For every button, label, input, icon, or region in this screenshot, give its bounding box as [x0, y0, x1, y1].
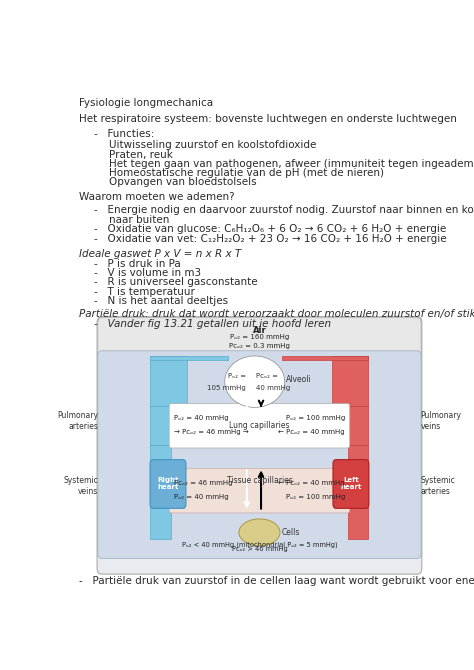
FancyBboxPatch shape [150, 460, 186, 509]
Polygon shape [150, 356, 187, 406]
Text: ← Pᴄₒ₂ = 40 mmHg: ← Pᴄₒ₂ = 40 mmHg [278, 429, 345, 435]
Text: Homeostatische regulatie van de pH (met de nieren): Homeostatische regulatie van de pH (met … [109, 168, 384, 178]
Text: Pₒ₂ =: Pₒ₂ = [228, 373, 246, 379]
Text: Pₒ₂ = 100 mmHg: Pₒ₂ = 100 mmHg [285, 415, 345, 421]
Text: -   Oxidatie van glucose: C₆H₁₂O₆ + 6 O₂ → 6 CO₂ + 6 H₂O + energie: - Oxidatie van glucose: C₆H₁₂O₆ + 6 O₂ →… [94, 224, 447, 234]
FancyBboxPatch shape [98, 351, 421, 558]
Text: Tissue capillaries: Tissue capillaries [227, 476, 292, 486]
Polygon shape [348, 471, 368, 539]
Text: Fysiologie longmechanica: Fysiologie longmechanica [80, 98, 214, 109]
Text: -   Energie nodig en daarvoor zuurstof nodig. Zuurstof naar binnen en koolstofdi: - Energie nodig en daarvoor zuurstof nod… [94, 205, 474, 215]
FancyBboxPatch shape [333, 460, 369, 509]
Text: Pulmonary
arteries: Pulmonary arteries [57, 411, 98, 431]
Polygon shape [348, 446, 368, 471]
Text: Het respiratoire systeem: bovenste luchtwegen en onderste luchtwegen: Het respiratoire systeem: bovenste lucht… [80, 114, 457, 124]
FancyBboxPatch shape [97, 317, 422, 574]
Text: Praten, reuk: Praten, reuk [109, 149, 173, 159]
Polygon shape [150, 471, 171, 539]
Text: → Pᴄₒ₂ = 46 mmHg →: → Pᴄₒ₂ = 46 mmHg → [174, 429, 249, 435]
Text: Partiële druk: druk dat wordt veroorzaakt door moleculen zuurstof en/of stikstof: Partiële druk: druk dat wordt veroorzaak… [80, 310, 474, 320]
Text: Cells: Cells [282, 528, 301, 537]
Text: Pᴄₒ₂ > 46 mmHg: Pᴄₒ₂ > 46 mmHg [232, 546, 287, 552]
Text: Left
heart: Left heart [340, 478, 362, 490]
FancyBboxPatch shape [169, 468, 350, 513]
Text: -   Oxidatie van vet: C₁₂H₂₂O₂ + 23 O₂ → 16 CO₂ + 16 H₂O + energie: - Oxidatie van vet: C₁₂H₂₂O₂ + 23 O₂ → 1… [94, 234, 447, 244]
Polygon shape [150, 406, 171, 446]
Polygon shape [332, 356, 368, 406]
Text: Opvangen van bloedstolsels: Opvangen van bloedstolsels [109, 178, 256, 188]
Text: Air: Air [253, 326, 266, 335]
FancyBboxPatch shape [169, 403, 350, 448]
Text: -   R is universeel gasconstante: - R is universeel gasconstante [94, 277, 258, 287]
Text: ← Pᴄₒ₂ = 40 mmHg: ← Pᴄₒ₂ = 40 mmHg [278, 480, 345, 486]
Text: Systemic
veins: Systemic veins [64, 476, 98, 496]
Polygon shape [282, 356, 368, 360]
Text: Pₒ₂ = 40 mmHg: Pₒ₂ = 40 mmHg [174, 494, 229, 500]
Text: -   Functies:: - Functies: [94, 129, 155, 139]
Text: Pₒ₂ = 100 mmHg: Pₒ₂ = 100 mmHg [285, 494, 345, 500]
Text: -   V is volume in m3: - V is volume in m3 [94, 268, 201, 278]
Text: 105 mmHg: 105 mmHg [207, 385, 246, 391]
Text: Pₒ₂ < 40 mmHg (mitochondrial Pₒ₂ = 5 mmHg): Pₒ₂ < 40 mmHg (mitochondrial Pₒ₂ = 5 mmH… [182, 541, 337, 548]
Polygon shape [348, 406, 368, 446]
Ellipse shape [225, 356, 285, 407]
Text: Lung capillaries: Lung capillaries [229, 421, 290, 430]
Text: Systemic
arteries: Systemic arteries [420, 476, 456, 496]
Polygon shape [150, 356, 228, 360]
Text: Ideale gaswet P x V = n x R x T: Ideale gaswet P x V = n x R x T [80, 249, 242, 259]
Text: Pᴄₒ₂ = 46 mmHg: Pᴄₒ₂ = 46 mmHg [174, 480, 233, 486]
Text: -   Vander fig 13.21 getallen uit je hoofd leren: - Vander fig 13.21 getallen uit je hoofd… [94, 320, 331, 329]
Text: Het tegen gaan van pathogenen, afweer (immuniteit tegen ingeademde stoffen): Het tegen gaan van pathogenen, afweer (i… [109, 159, 474, 169]
Text: Pᴄₒ₂ = 0.3 mmHg: Pᴄₒ₂ = 0.3 mmHg [229, 343, 290, 348]
Text: Pₒ₂ = 160 mmHg: Pₒ₂ = 160 mmHg [230, 334, 289, 340]
Text: Pₒ₂ = 40 mmHg: Pₒ₂ = 40 mmHg [174, 415, 229, 421]
Text: Pᴄₒ₂ =: Pᴄₒ₂ = [256, 373, 278, 379]
Text: 40 mmHg: 40 mmHg [256, 385, 291, 391]
Polygon shape [150, 446, 171, 471]
Text: -   Partiële druk van zuurstof in de cellen laag want wordt gebruikt voor energi: - Partiële druk van zuurstof in de celle… [80, 576, 474, 586]
Text: Alveoli: Alveoli [286, 375, 312, 384]
Text: -   N is het aantal deeltjes: - N is het aantal deeltjes [94, 296, 228, 306]
Text: Right
heart: Right heart [157, 478, 179, 490]
Text: Uitwisseling zuurstof en koolstofdioxide: Uitwisseling zuurstof en koolstofdioxide [109, 140, 316, 150]
Text: Waarom moeten we ademen?: Waarom moeten we ademen? [80, 192, 235, 202]
Text: naar buiten: naar buiten [109, 214, 169, 224]
Ellipse shape [239, 519, 280, 546]
Text: -   T is temperatuur: - T is temperatuur [94, 287, 195, 297]
Text: -   P is druk in Pa: - P is druk in Pa [94, 259, 181, 269]
FancyBboxPatch shape [98, 318, 421, 361]
Text: Pulmonary
veins: Pulmonary veins [420, 411, 462, 431]
